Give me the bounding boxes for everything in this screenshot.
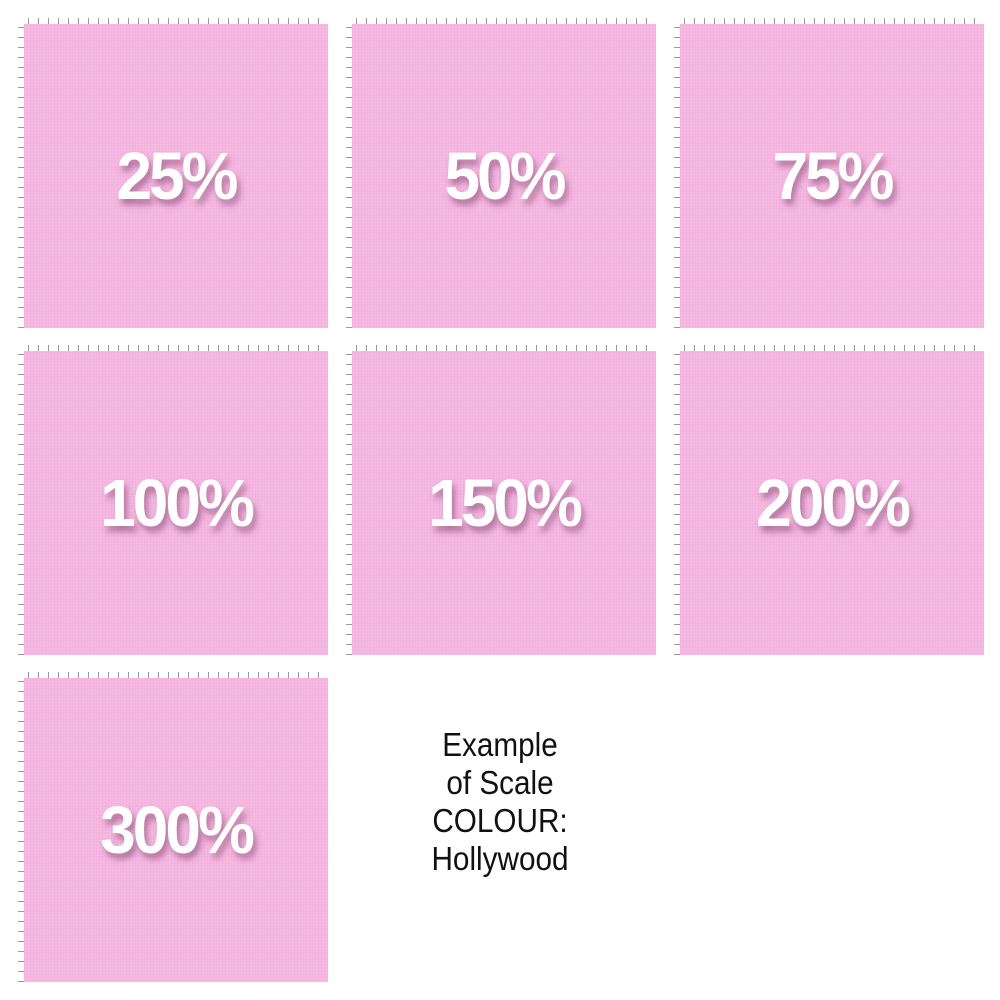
scale-label: 200% [756, 465, 911, 541]
caption-line: Example [442, 726, 558, 763]
ruler-top [18, 345, 328, 351]
ruler-top [346, 345, 656, 351]
swatch-75: 75% [674, 18, 984, 328]
ruler-top [18, 672, 328, 678]
scale-label: 150% [428, 465, 583, 541]
scale-label: 100% [100, 465, 255, 541]
ruler-top [346, 18, 656, 24]
swatch-25: 25% [18, 18, 328, 328]
ruler-top [18, 18, 328, 24]
scale-label: 25% [116, 138, 238, 214]
ruler-left [674, 345, 680, 655]
swatch-300: 300% [18, 672, 328, 982]
ruler-top [674, 18, 984, 24]
ruler-left [18, 672, 24, 982]
ruler-left [674, 18, 680, 328]
swatch-150: 150% [346, 345, 656, 655]
caption: Example of Scale COLOUR: Hollywood [400, 726, 600, 878]
caption-line: of Scale [446, 764, 554, 801]
scale-label: 50% [444, 138, 566, 214]
ruler-left [346, 345, 352, 655]
swatch-200: 200% [674, 345, 984, 655]
ruler-left [346, 18, 352, 328]
ruler-left [18, 345, 24, 655]
scale-label: 300% [100, 792, 255, 868]
ruler-top [674, 345, 984, 351]
scale-label: 75% [772, 138, 894, 214]
caption-line: Hollywood [431, 840, 569, 877]
caption-line: COLOUR: [432, 802, 568, 839]
ruler-left [18, 18, 24, 328]
swatch-100: 100% [18, 345, 328, 655]
swatch-50: 50% [346, 18, 656, 328]
